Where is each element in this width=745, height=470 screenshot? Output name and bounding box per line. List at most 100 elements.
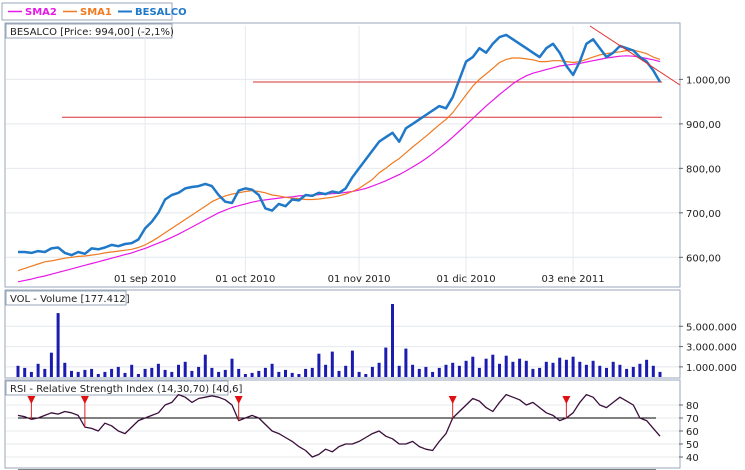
volume-bar [143,368,147,377]
rsi-ytick-label: 70 [686,414,699,425]
volume-bar [76,371,80,377]
volume-bar [411,364,415,377]
price-panel: BESALCO [Price: 994,00] (-2,1%) 600,00 70… [4,22,731,288]
volume-bar [491,354,495,377]
volume-bar [344,365,348,377]
legend: SMA2 SMA1 BESALCO [1,2,187,21]
volume-bar [484,358,488,377]
volume-bar [263,367,267,377]
price-xtick-label: 01 sep 2010 [114,274,176,285]
volume-bar [504,355,508,377]
price-ytick-label: 1.000,00 [686,75,731,86]
price-xtick-label: 01 dic 2010 [436,274,495,285]
rsi-ytick-label: 60 [686,427,699,438]
volume-bar [431,371,435,377]
rsi-line [17,393,661,458]
legend-label-sma2: SMA2 [25,7,57,18]
volume-bar [83,369,87,377]
volume-bar [330,351,334,377]
rsi-ytick-label: 50 [686,440,699,451]
volume-bar [304,368,308,377]
volume-bar [370,366,374,377]
volume-bar [237,368,241,377]
volume-bar [437,367,441,377]
volume-bar [250,372,254,377]
volume-panel: VOL - Volume [177.412] 1.000.000 3.000.00… [4,289,737,379]
volume-bar [297,374,301,377]
volume-bar [531,368,535,377]
volume-bar [130,364,134,377]
volume-bar [103,371,107,377]
volume-bar [217,371,221,377]
rsi-panel: RSI - Relative Strength Index (14,30,70)… [4,379,699,470]
volume-bar [116,366,120,377]
volume-bar [618,364,622,377]
legend-label-besalco: BESALCO [135,7,187,18]
series-line-sma1 [17,49,661,272]
volume-bar [651,365,655,377]
rsi-ytick-label: 40 [686,453,699,464]
volume-bar [457,365,461,377]
volume-bar [210,367,214,377]
price-ytick-label: 700,00 [686,209,721,220]
volume-bar [444,364,448,377]
volume-bar [551,362,555,377]
volume-bar [645,359,649,377]
volume-bar [177,364,180,377]
volume-bar [524,360,528,377]
volume-bar [384,347,388,377]
volume-bar [518,358,522,377]
volume-ytick-label: 1.000.000 [686,363,737,374]
rsi-signal-marker [27,396,36,404]
volume-bar [558,357,562,377]
volume-bar [564,359,568,377]
volume-ytick-label: 5.000.000 [686,322,737,333]
volume-ytick-label: 3.000.000 [686,343,737,354]
volume-bar [538,367,542,377]
volume-bar [658,371,662,377]
rsi-signal-marker [448,396,457,404]
volume-bar [70,370,73,377]
volume-bar [230,358,234,377]
trend-line [589,25,681,86]
volume-bar [43,368,47,377]
volume-bar [451,362,455,377]
volume-bar [63,362,67,377]
rsi-ytick-label: 80 [686,401,699,412]
volume-panel-title: VOL - Volume [177.412] [10,294,130,305]
volume-bar [417,368,421,377]
price-xtick-label: 01 nov 2010 [328,274,391,285]
volume-bar [36,363,40,377]
volume-bar [337,370,341,377]
volume-bar [364,374,368,377]
volume-bar [243,374,247,377]
rsi-signal-marker [80,396,89,404]
volume-bar [631,366,635,377]
volume-bar [123,372,127,377]
price-ytick-label: 800,00 [686,164,721,175]
price-xtick-label: 01 oct 2010 [215,274,275,285]
volume-title-box [5,290,127,306]
volume-bar [29,371,33,377]
volume-bar [350,350,354,377]
price-ytick-label: 600,00 [686,253,721,264]
volume-bar [257,370,261,377]
volume-bar [190,370,194,377]
volume-bar [16,365,20,377]
price-panel-title: BESALCO [Price: 994,00] (-2,1%) [10,27,174,38]
volume-bar [96,374,100,377]
volume-bar [270,363,274,377]
rsi-title-box [5,380,229,396]
volume-bar [397,365,401,377]
volume-bar [424,366,428,377]
volume-bar [277,371,281,377]
volume-bar [150,367,154,377]
rsi-signal-marker [234,396,243,404]
volume-bar [317,353,321,377]
price-xtick-label: 03 ene 2011 [541,274,604,285]
volume-bar [598,365,602,377]
volume-bar [498,363,501,377]
volume-bar [464,360,468,377]
volume-bar [284,369,287,377]
